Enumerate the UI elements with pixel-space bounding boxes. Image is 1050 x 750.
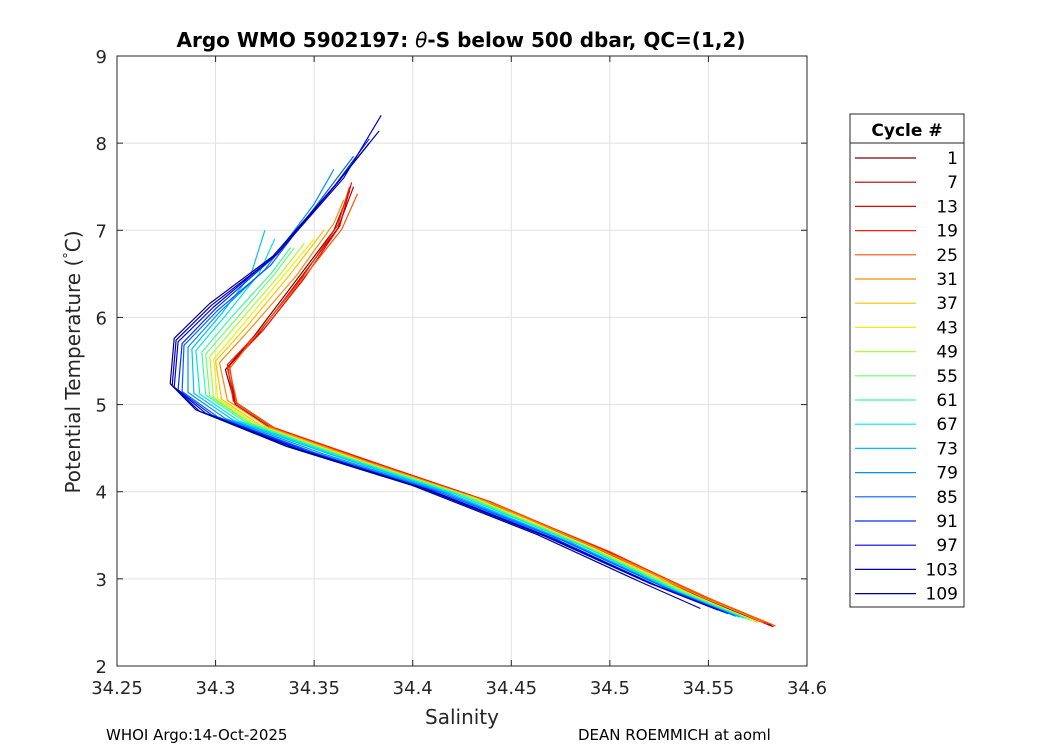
y-axis-label-degree: °: [62, 252, 77, 259]
legend-title: Cycle #: [871, 121, 942, 141]
series-line-cycle-73: [191, 230, 741, 618]
legend-entries: 1 7 13 19 25 31 37 43 49 55 61 67 73 79 85 91 97 103 109: [855, 149, 958, 605]
chart-title-theta: θ: [415, 28, 427, 52]
y-tick-label: 5: [96, 396, 107, 417]
legend-label-67: 67: [936, 415, 958, 435]
legend-label-109: 109: [926, 585, 958, 605]
y-axis-label: Potential Temperature (°C): [61, 230, 85, 493]
chart-title: Argo WMO 5902197: θ-S below 500 dbar, QC…: [177, 28, 746, 52]
legend-label-85: 85: [936, 488, 958, 508]
y-axis-label-main: Potential Temperature (: [61, 259, 85, 494]
legend-label-13: 13: [936, 197, 958, 217]
series-line-cycle-43: [213, 238, 755, 622]
x-tick-label: 34.4: [393, 678, 433, 699]
x-tick-label: 34.3: [196, 678, 236, 699]
y-tick-label: 6: [96, 308, 107, 329]
y-axis-label-unit: C): [61, 230, 85, 252]
legend-label-55: 55: [936, 367, 958, 387]
y-ticks: 2 3 4 5 6 7 8 9: [96, 47, 807, 678]
x-tick-label: 34.35: [288, 678, 340, 699]
x-axis-label: Salinity: [425, 705, 499, 729]
legend-label-79: 79: [936, 464, 958, 484]
series-line-cycle-37: [215, 229, 758, 623]
legend-label-25: 25: [936, 246, 958, 266]
series-line-cycle-79: [187, 169, 737, 617]
grid-lines: [116, 55, 808, 667]
series-line-cycle-7: [226, 186, 772, 626]
series-line-cycle-31: [218, 199, 764, 623]
series-line-cycle-19: [226, 186, 768, 625]
legend-label-73: 73: [936, 439, 958, 459]
x-ticks: 34.25 34.3 34.35 34.4 34.45 34.5 34.55 34.6: [91, 56, 827, 699]
y-tick-label: 9: [96, 47, 107, 68]
y-tick-label: 2: [96, 657, 107, 678]
x-tick-label: 34.55: [683, 678, 735, 699]
legend-label-37: 37: [936, 294, 958, 314]
x-tick-label: 34.5: [590, 678, 630, 699]
y-tick-label: 8: [96, 134, 107, 155]
series-line-cycle-1: [224, 190, 774, 628]
footer-source-date: WHOI Argo:14-Oct-2025: [106, 726, 288, 744]
y-tick-label: 4: [96, 483, 107, 504]
series-line-cycle-91: [177, 138, 729, 615]
series-line-cycle-103: [171, 130, 719, 611]
legend-label-61: 61: [936, 391, 958, 411]
y-tick-label: 7: [96, 221, 107, 242]
series-line-cycle-97: [173, 114, 725, 613]
legend-label-97: 97: [936, 536, 958, 556]
footer-pi-credit: DEAN ROEMMICH at aoml: [578, 726, 771, 744]
plot-frame: [116, 55, 808, 667]
legend-label-31: 31: [936, 270, 958, 290]
series-line-cycle-49: [209, 243, 753, 622]
x-tick-label: 34.25: [91, 678, 143, 699]
x-tick-label: 34.6: [787, 678, 827, 699]
series-lines: [169, 114, 776, 628]
legend-label-103: 103: [926, 560, 958, 580]
legend-label-19: 19: [936, 222, 958, 242]
legend-label-49: 49: [936, 343, 958, 363]
series-line-cycle-85: [181, 155, 735, 617]
y-tick-label: 3: [96, 570, 107, 591]
series-line-cycle-109: [169, 142, 701, 610]
series-line-cycle-25: [228, 193, 776, 627]
legend-label-43: 43: [936, 318, 958, 338]
chart-title-suffix: -S below 500 dbar, QC=(1,2): [427, 28, 745, 52]
legend-label-1: 1: [947, 149, 958, 169]
legend-box: [849, 113, 965, 608]
chart-title-prefix: Argo WMO 5902197:: [177, 28, 416, 52]
x-tick-label: 34.45: [486, 678, 538, 699]
legend: Cycle # 1 7 13 19 25 31 37 43 49 55 61 67 73 79 85 91 97…: [849, 113, 965, 608]
legend-label-7: 7: [947, 173, 958, 193]
series-line-cycle-67: [195, 238, 745, 619]
legend-label-91: 91: [936, 512, 958, 532]
